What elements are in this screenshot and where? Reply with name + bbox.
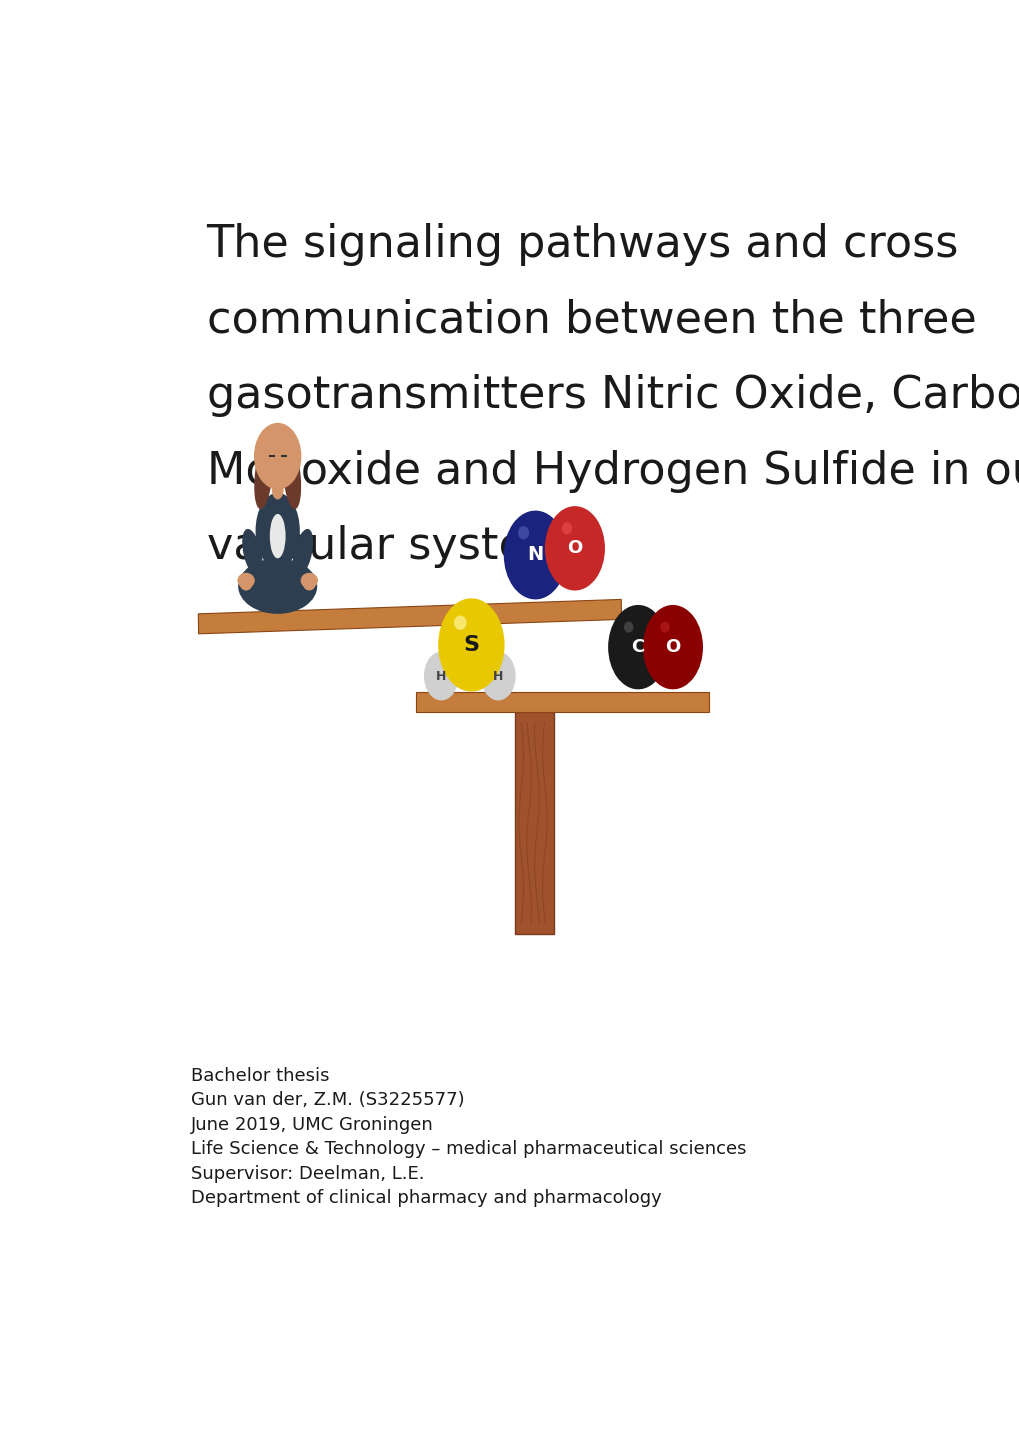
Text: Gun van der, Z.M. (S3225577): Gun van der, Z.M. (S3225577) bbox=[191, 1092, 464, 1109]
Ellipse shape bbox=[301, 572, 318, 588]
Ellipse shape bbox=[282, 443, 301, 509]
Circle shape bbox=[544, 506, 604, 591]
Ellipse shape bbox=[624, 622, 633, 633]
Text: Department of clinical pharmacy and pharmacology: Department of clinical pharmacy and phar… bbox=[191, 1190, 661, 1207]
Ellipse shape bbox=[237, 572, 255, 588]
Ellipse shape bbox=[659, 622, 669, 633]
Circle shape bbox=[480, 652, 516, 701]
Text: N: N bbox=[527, 545, 543, 564]
Text: Life Science & Technology – medical pharmaceutical sciences: Life Science & Technology – medical phar… bbox=[191, 1141, 746, 1158]
Text: H: H bbox=[436, 669, 446, 682]
Ellipse shape bbox=[256, 493, 300, 568]
Text: vascular system.: vascular system. bbox=[206, 525, 582, 568]
Circle shape bbox=[503, 510, 567, 600]
Text: S: S bbox=[463, 634, 479, 655]
Text: Bachelor thesis: Bachelor thesis bbox=[191, 1067, 329, 1084]
Text: gasotransmitters Nitric Oxide, Carbon: gasotransmitters Nitric Oxide, Carbon bbox=[206, 373, 1019, 417]
Circle shape bbox=[424, 652, 459, 701]
Text: The signaling pathways and cross: The signaling pathways and cross bbox=[206, 224, 958, 265]
Ellipse shape bbox=[561, 522, 572, 535]
Text: Monoxide and Hydrogen Sulfide in our: Monoxide and Hydrogen Sulfide in our bbox=[206, 450, 1019, 493]
Text: H: H bbox=[492, 669, 503, 682]
Circle shape bbox=[256, 427, 299, 486]
Polygon shape bbox=[416, 692, 708, 711]
Ellipse shape bbox=[518, 526, 529, 539]
Ellipse shape bbox=[292, 529, 313, 577]
Circle shape bbox=[254, 423, 302, 489]
Circle shape bbox=[607, 606, 667, 689]
Circle shape bbox=[438, 598, 504, 692]
Text: June 2019, UMC Groningen: June 2019, UMC Groningen bbox=[191, 1116, 433, 1133]
Circle shape bbox=[642, 606, 702, 689]
Ellipse shape bbox=[453, 616, 466, 630]
Text: Supervisor: Deelman, L.E.: Supervisor: Deelman, L.E. bbox=[191, 1165, 424, 1182]
Ellipse shape bbox=[303, 577, 315, 591]
Ellipse shape bbox=[264, 433, 290, 470]
Text: O: O bbox=[567, 539, 582, 558]
Ellipse shape bbox=[242, 529, 262, 577]
Ellipse shape bbox=[271, 480, 283, 499]
Ellipse shape bbox=[254, 443, 272, 509]
Polygon shape bbox=[198, 600, 621, 634]
Ellipse shape bbox=[270, 513, 285, 558]
Text: communication between the three: communication between the three bbox=[206, 298, 975, 342]
Ellipse shape bbox=[238, 558, 317, 614]
Bar bbox=[515, 711, 554, 933]
Text: O: O bbox=[664, 639, 680, 656]
Ellipse shape bbox=[239, 577, 252, 591]
Text: C: C bbox=[631, 639, 644, 656]
